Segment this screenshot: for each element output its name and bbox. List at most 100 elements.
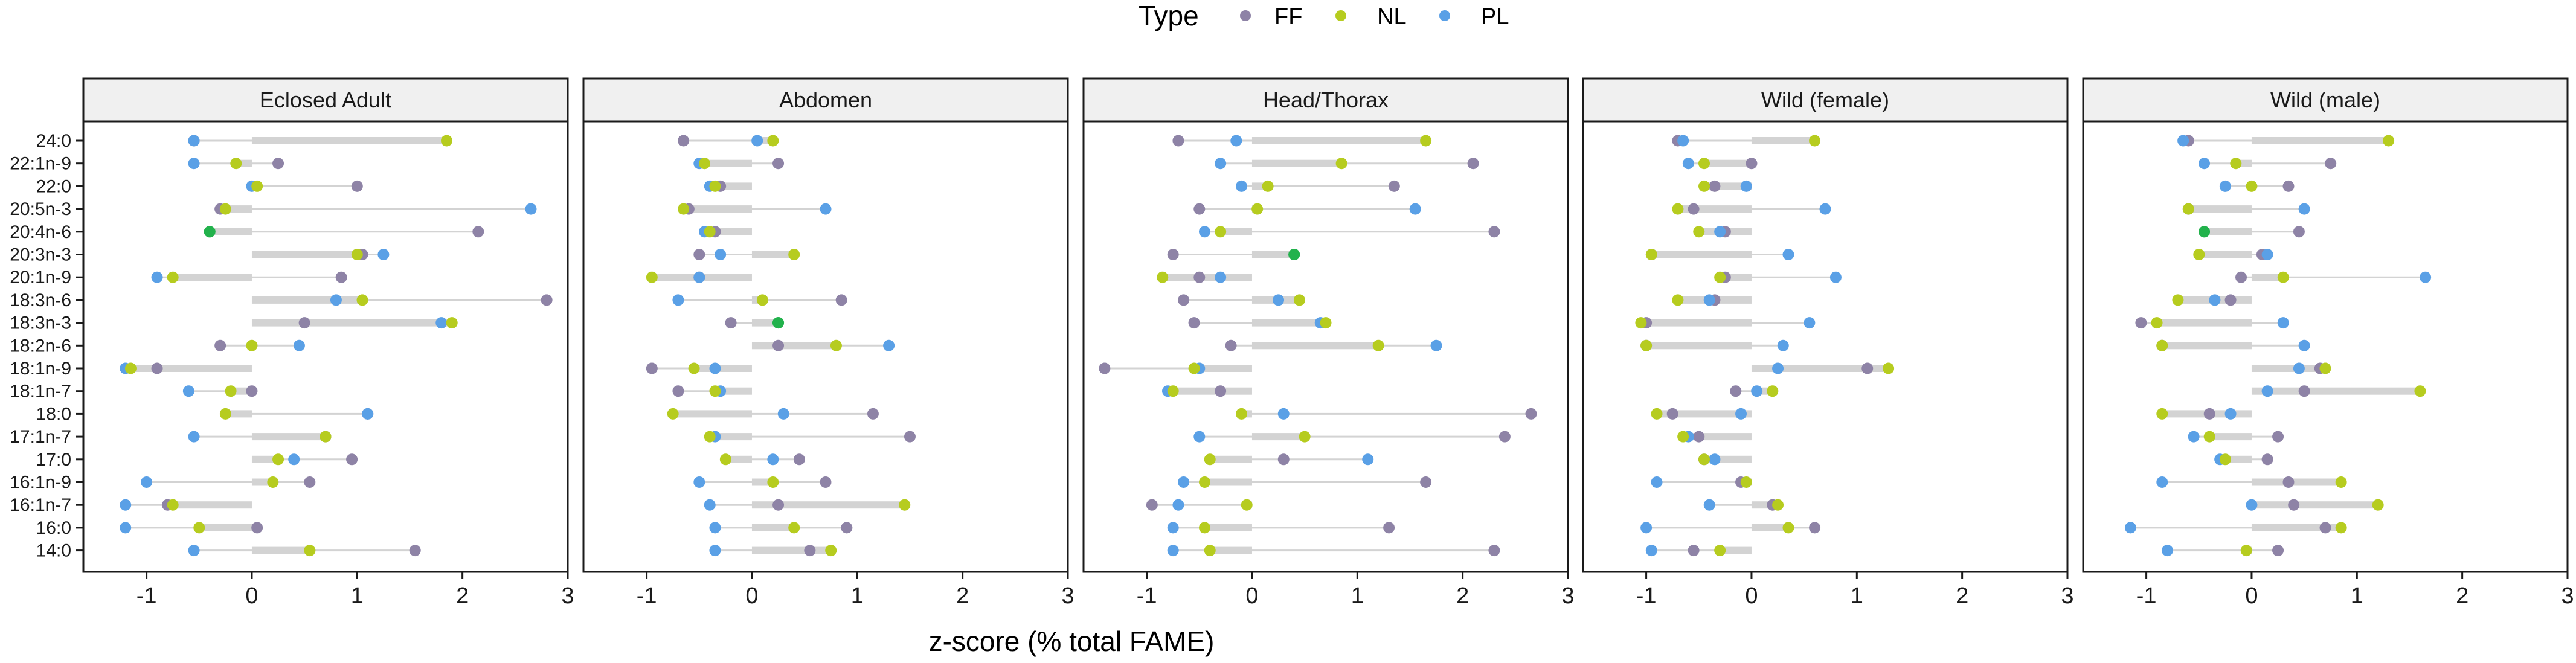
point-nl [167,271,179,283]
nl-range-bar [173,501,252,509]
point-nl [667,408,679,420]
point-nl [1335,158,1347,170]
y-tick-label: 17:0 [36,450,71,470]
point-nl [446,317,458,329]
panel-title: Wild (male) [2270,88,2380,112]
point-ff [772,339,785,351]
point-pl [2298,203,2310,215]
y-tick-label: 18:1n-9 [10,359,71,379]
point-ff [1809,522,1821,534]
x-tick-label: -1 [2136,583,2157,609]
point-pl [120,499,132,511]
point-pl [1804,317,1816,329]
nl-range-bar [251,455,278,463]
x-tick-label: 3 [561,583,574,609]
point-nl [1251,203,1264,215]
point-pl [715,249,727,260]
point-pl [1777,339,1789,351]
point-pl [672,294,684,306]
point-nl [441,135,452,147]
point-nl [688,362,700,374]
point-nl [825,545,837,557]
point-ff [646,362,658,374]
point-ff [2288,499,2300,511]
point-nl [2246,180,2258,192]
y-tick-label: 24:0 [36,131,71,151]
point-nl [830,339,842,351]
y-tick-label: 18:3n-6 [10,290,71,310]
x-tick-label: 2 [956,583,969,609]
point-ff [693,249,705,260]
point-ff [804,545,816,557]
x-tick-label: 3 [1561,583,1574,609]
point-nl [1372,339,1384,351]
point-nl [1672,294,1684,306]
point-pl [188,158,200,170]
point-nl [699,158,710,170]
y-tick-label: 18:0 [36,404,71,424]
x-tick-label: 2 [2456,583,2468,609]
point-ff [1383,522,1395,534]
point-ff [1188,317,1200,329]
point-pl [1167,522,1179,534]
point-ff [541,294,553,306]
point-ff [841,522,853,534]
point-nl [709,180,721,192]
point-pl [883,339,895,351]
point-nl [1651,408,1663,420]
point-pl [2156,476,2168,488]
point-nl [678,203,690,215]
point-ff [1498,431,1511,443]
point-nl [1772,499,1784,511]
panel-title: Wild (female) [1761,88,1889,112]
point-pl [2209,294,2221,306]
point-pl [525,203,537,215]
point-nl [1236,408,1248,420]
point-pl [1645,545,1657,557]
x-tick-label: 3 [1061,583,1074,609]
point-pl [1215,158,1227,170]
x-tick-label: 3 [2561,583,2574,609]
point-ff [793,453,805,466]
point-nl [351,249,363,260]
nl-range-bar [1720,546,1752,554]
point-ff [472,226,484,238]
point-pl [1167,545,1179,557]
x-tick-label: 0 [2245,583,2258,609]
x-tick-label: 2 [1956,583,1968,609]
point-pl [1215,271,1227,283]
point-pl [1829,271,1842,283]
point-nl [204,226,216,238]
point-nl [899,499,911,511]
y-tick-label: 14:0 [36,541,71,561]
point-nl [1420,135,1432,147]
point-nl [1262,180,1274,192]
point-nl [2414,385,2426,397]
point-nl [1714,271,1726,283]
point-pl [1772,362,1784,374]
point-ff [1178,294,1190,306]
point-nl [219,203,231,215]
point-nl [1635,317,1647,329]
point-pl [2124,522,2136,534]
point-ff [2272,545,2284,557]
point-nl [1672,203,1684,215]
point-ff [2203,408,2215,420]
point-ff [2135,317,2147,329]
point-nl [2383,135,2395,147]
x-tick-label: 1 [2351,583,2363,609]
point-pl [2293,362,2305,374]
point-ff [772,158,785,170]
point-pl [693,476,705,488]
y-tick-label: 16:1n-9 [10,473,71,493]
legend-ff-label: FF [1274,4,1302,30]
point-nl [272,453,284,466]
point-pl [188,545,200,557]
nl-range-bar [251,251,358,258]
point-pl [709,362,721,374]
point-nl [1320,317,1332,329]
point-ff [1746,158,1758,170]
y-tick-label: 18:2n-6 [10,336,71,356]
point-ff [1172,135,1184,147]
point-pl [362,408,374,420]
